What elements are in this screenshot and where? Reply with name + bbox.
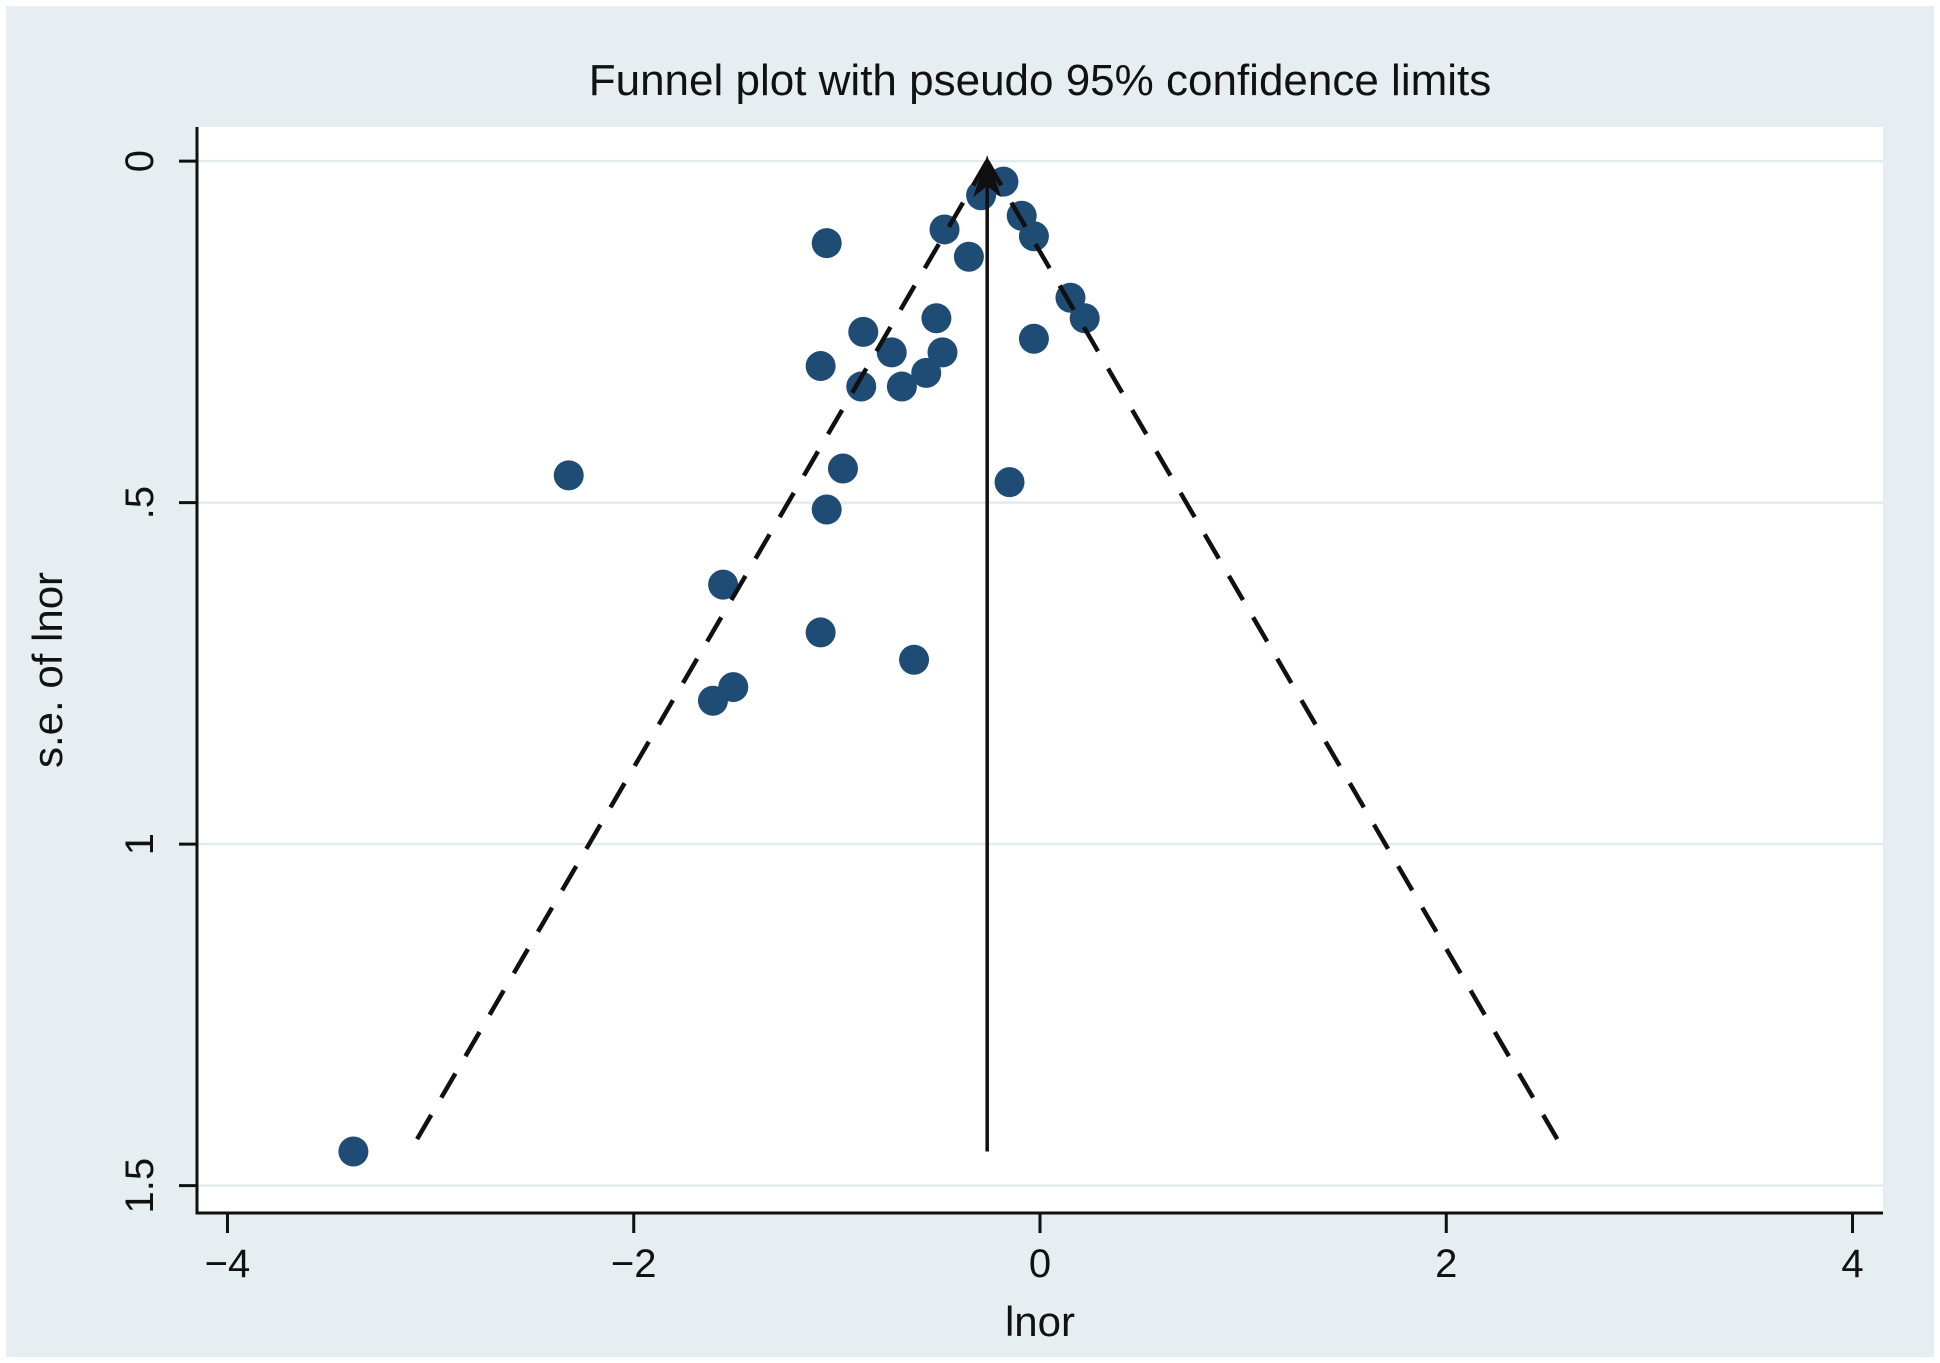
y-tick-label: 0 bbox=[118, 150, 162, 172]
data-point bbox=[805, 617, 836, 648]
data-point bbox=[899, 644, 930, 675]
data-point bbox=[953, 241, 984, 272]
data-point bbox=[827, 453, 858, 484]
data-point bbox=[994, 467, 1025, 498]
y-tick-label: 1.5 bbox=[118, 1158, 162, 1214]
data-point bbox=[921, 303, 952, 334]
data-point bbox=[1018, 323, 1049, 354]
funnel-lines bbox=[407, 155, 1567, 1153]
plot-area bbox=[197, 127, 1883, 1213]
data-point bbox=[1018, 221, 1049, 252]
y-axis-label: s.e. of lnor bbox=[24, 572, 71, 768]
y-tick-label: 1 bbox=[118, 833, 162, 855]
data-point bbox=[848, 316, 879, 347]
data-point bbox=[697, 685, 728, 716]
x-tick-label: 2 bbox=[1435, 1242, 1457, 1286]
data-point bbox=[811, 228, 842, 259]
data-point bbox=[708, 569, 739, 600]
x-tick-label: −4 bbox=[205, 1242, 251, 1286]
gridlines bbox=[197, 159, 1883, 1187]
data-point bbox=[927, 337, 958, 368]
data-point bbox=[805, 351, 836, 382]
data-point bbox=[811, 494, 842, 525]
x-axis-label: lnor bbox=[1005, 1298, 1075, 1345]
x-tick-label: 0 bbox=[1029, 1242, 1051, 1286]
data-point bbox=[1069, 303, 1100, 334]
axes: 0 .5 1 1.5 −4 −2 0 2 4 bbox=[118, 127, 1883, 1286]
y-tick-label: .5 bbox=[118, 486, 162, 519]
funnel-apex-arrowhead bbox=[973, 155, 1002, 198]
data-point bbox=[338, 1136, 369, 1167]
data-points bbox=[338, 166, 1100, 1167]
data-point bbox=[886, 371, 917, 402]
data-point bbox=[846, 371, 877, 402]
x-tick-label: 4 bbox=[1841, 1242, 1863, 1286]
data-point bbox=[553, 460, 584, 491]
data-point bbox=[876, 337, 907, 368]
chart-title: Funnel plot with pseudo 95% confidence l… bbox=[589, 56, 1492, 105]
data-point bbox=[911, 357, 942, 388]
x-tick-label: −2 bbox=[611, 1242, 657, 1286]
